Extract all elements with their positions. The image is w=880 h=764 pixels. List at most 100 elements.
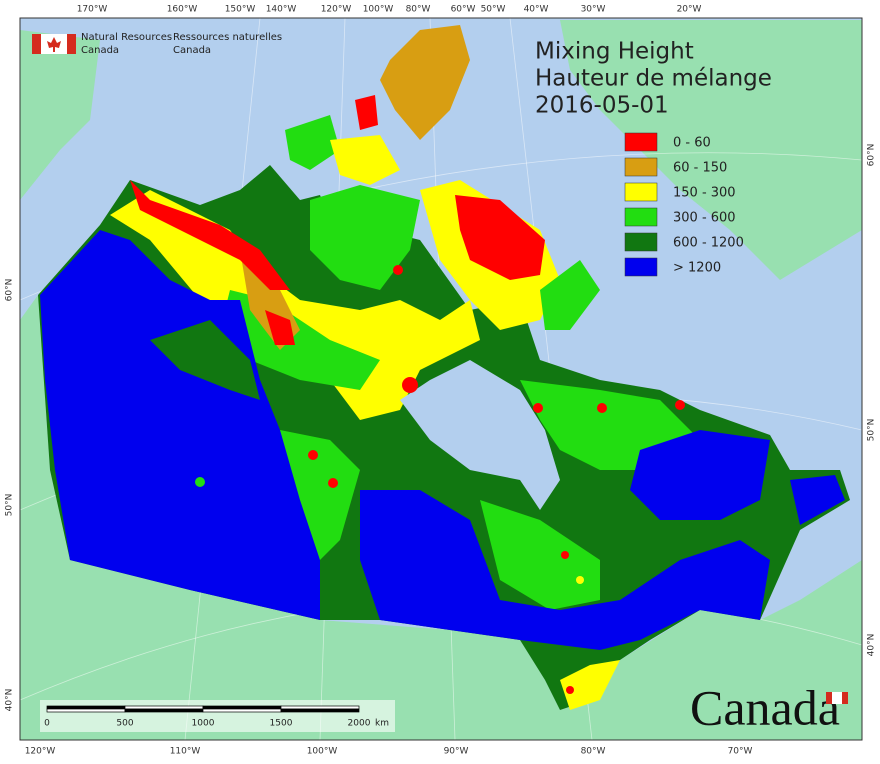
- region: [402, 377, 418, 393]
- longitude-label: 170°W: [77, 5, 108, 15]
- flag-field: [832, 692, 842, 704]
- longitude-label: 80°W: [581, 747, 606, 757]
- scale-bg: [40, 700, 395, 732]
- region: [380, 25, 470, 140]
- legend-swatch: [624, 207, 658, 227]
- org-name: Canada: [173, 45, 211, 56]
- flag-bar: [842, 692, 848, 704]
- longitude-label: 40°W: [524, 5, 549, 15]
- flag-bar: [67, 34, 76, 54]
- scale-segment: [124, 708, 204, 713]
- title-line: 2016-05-01: [535, 93, 669, 119]
- scale-segment: [202, 705, 282, 710]
- longitude-label: 60°W: [451, 5, 476, 15]
- region: [310, 185, 420, 290]
- latitude-label: 50°N: [5, 494, 15, 517]
- region: [560, 660, 620, 710]
- legend-swatch: [624, 182, 658, 202]
- region: [566, 686, 574, 694]
- wordmark: Canada: [690, 679, 848, 735]
- region: [328, 478, 338, 488]
- longitude-label: 120°W: [321, 5, 352, 15]
- region: [360, 490, 770, 650]
- land-alaska: [20, 30, 100, 200]
- legend-label: 60 - 150: [673, 161, 727, 176]
- longitude-label: 120°W: [25, 747, 56, 757]
- longitude-label: 100°W: [307, 747, 338, 757]
- region: [130, 180, 290, 290]
- org-name: Ressources naturelles: [173, 32, 282, 43]
- region: [110, 190, 480, 420]
- region: [675, 400, 685, 410]
- longitude-label: 30°W: [581, 5, 606, 15]
- flag-bar: [826, 692, 832, 704]
- org-name: Canada: [81, 45, 119, 56]
- graticule-labels: 170°W 160°W 150°W 140°W 120°W 100°W 80°W 60°W 50…: [5, 5, 877, 757]
- longitude-label: 20°W: [677, 5, 702, 15]
- title-line: Mixing Height: [535, 39, 694, 65]
- region: [597, 403, 607, 413]
- region: [630, 430, 770, 520]
- scale-segment: [280, 705, 360, 710]
- legend-swatch: [624, 157, 658, 177]
- wordmark-text: Canada: [690, 679, 840, 735]
- longitude-label: 70°W: [728, 747, 753, 757]
- scale-label: 1000: [192, 719, 215, 729]
- latitude-label: 40°N: [867, 634, 877, 657]
- longitude-label: 100°W: [363, 5, 394, 15]
- scale-segment: [46, 705, 126, 710]
- scale-label: 500: [116, 719, 133, 729]
- scale-label: 1500: [270, 719, 293, 729]
- scale-label: 2000: [348, 719, 371, 729]
- header: Natural Resources Canada Ressources natu…: [32, 32, 282, 56]
- region: [561, 551, 569, 559]
- legend: 0 - 60 60 - 150 150 - 300 300 - 600 600 - 12…: [624, 132, 744, 277]
- longitude-label: 50°W: [481, 5, 506, 15]
- region: [355, 95, 378, 130]
- region: [280, 430, 360, 560]
- region: [308, 450, 318, 460]
- region: [195, 477, 205, 487]
- hudson-bay: [400, 360, 560, 510]
- legend-swatch: [624, 257, 658, 277]
- legend-label: 600 - 1200: [673, 236, 744, 251]
- region: [285, 115, 340, 170]
- longitude-label: 150°W: [225, 5, 256, 15]
- region: [393, 265, 403, 275]
- longitude-label: 110°W: [170, 747, 201, 757]
- org-name: Natural Resources: [81, 32, 172, 43]
- region: [265, 310, 295, 345]
- longitude-label: 160°W: [167, 5, 198, 15]
- latitude-label: 60°N: [5, 279, 15, 302]
- maple-leaf: [47, 37, 61, 52]
- scale-segment: [202, 708, 282, 713]
- legend-swatch: [624, 232, 658, 252]
- map-frame: [19, 17, 863, 741]
- region: [540, 260, 600, 330]
- region: [455, 195, 545, 280]
- flag-bar: [32, 34, 41, 54]
- longitude-label: 80°W: [406, 5, 431, 15]
- latitude-label: 40°N: [5, 689, 15, 712]
- scale-label: 0: [44, 719, 50, 729]
- legend-label: 300 - 600: [673, 211, 736, 226]
- region: [40, 230, 320, 620]
- longitude-label: 90°W: [444, 747, 469, 757]
- longitude-label: 140°W: [266, 5, 297, 15]
- scale-bar: 0 500 1000 1500 2000 km: [40, 700, 395, 732]
- scale-segment: [124, 705, 204, 710]
- latitude-label: 50°N: [867, 419, 877, 442]
- legend-label: > 1200: [673, 261, 721, 276]
- region: [150, 320, 260, 400]
- title-line: Hauteur de mélange: [535, 66, 772, 92]
- region: [330, 135, 400, 185]
- latitude-label: 60°N: [867, 144, 877, 167]
- scale-segment: [46, 708, 126, 713]
- region: [576, 576, 584, 584]
- region: [790, 475, 845, 525]
- land-greenland: [560, 20, 862, 280]
- region: [533, 403, 543, 413]
- region: [480, 500, 600, 610]
